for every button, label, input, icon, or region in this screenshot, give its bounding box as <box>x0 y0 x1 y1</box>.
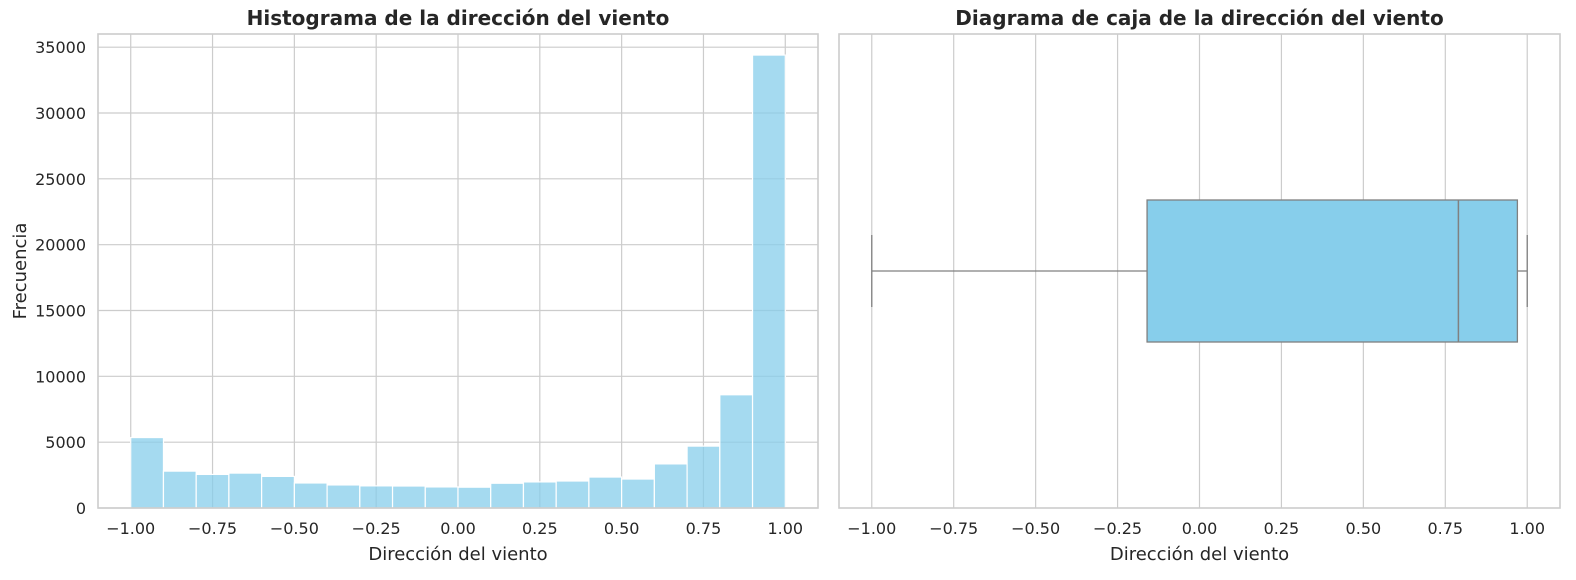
histogram-bar <box>522 481 557 509</box>
boxplot-x-axis-label: Dirección del viento <box>1110 544 1289 565</box>
histogram-title: Histograma de la dirección del viento <box>247 6 670 30</box>
boxplot-panel: −1.00 −0.75 −0.50 −0.25 0.00 0.25 0.50 0.75 1.00… <box>838 6 1561 565</box>
histogram-x-tick-label: 0.50 <box>604 519 640 538</box>
histogram-bar <box>293 482 328 509</box>
histogram-bar <box>588 476 623 509</box>
boxplot-x-tick-label: 0.50 <box>1346 519 1382 538</box>
boxplot-x-tick-label: 0.00 <box>1182 519 1218 538</box>
histogram-bar <box>490 482 525 509</box>
histogram-x-tick-label: 0.75 <box>686 519 722 538</box>
boxplot-x-tick-label: −0.50 <box>1011 519 1060 538</box>
boxplot-x-tick-label: −0.75 <box>929 519 978 538</box>
boxplot-marks <box>871 199 1528 343</box>
histogram-panel: −1.00 −0.75 −0.50 −0.25 0.00 0.25 0.50 0.75 1.00… <box>10 6 819 565</box>
histogram-x-tick-label: 0.00 <box>440 519 476 538</box>
histogram-bar <box>130 436 165 509</box>
histogram-y-tick-label: 5000 <box>45 433 86 452</box>
histogram-y-tick-label: 30000 <box>35 104 86 123</box>
histogram-x-ticks: −1.00 −0.75 −0.50 −0.25 0.00 0.25 0.50 0.75 1.00 <box>106 519 803 538</box>
histogram-x-tick-label: −1.00 <box>106 519 155 538</box>
histogram-bar <box>326 484 361 509</box>
boxplot-title: Diagrama de caja de la dirección del vie… <box>955 6 1443 30</box>
histogram-bar <box>719 394 754 509</box>
boxplot-box <box>1146 199 1519 343</box>
boxplot-x-tick-label: 0.75 <box>1427 519 1463 538</box>
histogram-y-tick-label: 25000 <box>35 170 86 189</box>
boxplot-x-tick-label: −1.00 <box>847 519 896 538</box>
histogram-bar <box>195 473 230 509</box>
boxplot-axes-frame <box>838 33 1561 509</box>
histogram-x-tick-label: 0.25 <box>522 519 558 538</box>
histogram-x-tick-label: −0.50 <box>270 519 319 538</box>
boxplot-x-tick-label: 0.25 <box>1264 519 1300 538</box>
histogram-bar <box>424 486 459 509</box>
histogram-x-tick-label: 1.00 <box>767 519 803 538</box>
histogram-bar <box>686 445 721 509</box>
histogram-y-ticks: 0 5000 10000 15000 20000 25000 30000 35000 <box>35 38 86 518</box>
histogram-x-tick-label: −0.25 <box>352 519 401 538</box>
histogram-x-axis-label: Dirección del viento <box>368 544 547 565</box>
histogram-grid <box>98 34 818 509</box>
histogram-bar <box>359 485 394 509</box>
histogram-y-tick-label: 35000 <box>35 38 86 57</box>
histogram-y-tick-label: 10000 <box>35 367 86 386</box>
boxplot-x-tick-label: 1.00 <box>1509 519 1545 538</box>
histogram-bar <box>162 470 197 509</box>
histogram-x-tick-label: −0.75 <box>188 519 237 538</box>
histogram-bar <box>261 475 295 509</box>
histogram-y-tick-label: 0 <box>76 499 86 518</box>
histogram-bar <box>555 480 590 509</box>
histogram-bar <box>751 54 786 509</box>
histogram-bar <box>391 485 426 509</box>
boxplot-x-ticks: −1.00 −0.75 −0.50 −0.25 0.00 0.25 0.50 0.75 1.00 <box>847 519 1545 538</box>
boxplot-x-tick-label: −0.25 <box>1093 519 1142 538</box>
histogram-bar <box>457 486 492 509</box>
histogram-bar <box>653 463 688 509</box>
histogram-axes-frame <box>97 33 819 509</box>
histogram-bars <box>130 54 786 509</box>
histogram-y-tick-label: 15000 <box>35 302 86 321</box>
histogram-bar <box>228 472 263 509</box>
histogram-y-axis-label: Frecuencia <box>10 223 31 320</box>
histogram-y-tick-label: 20000 <box>35 236 86 255</box>
histogram-bar <box>621 478 655 509</box>
